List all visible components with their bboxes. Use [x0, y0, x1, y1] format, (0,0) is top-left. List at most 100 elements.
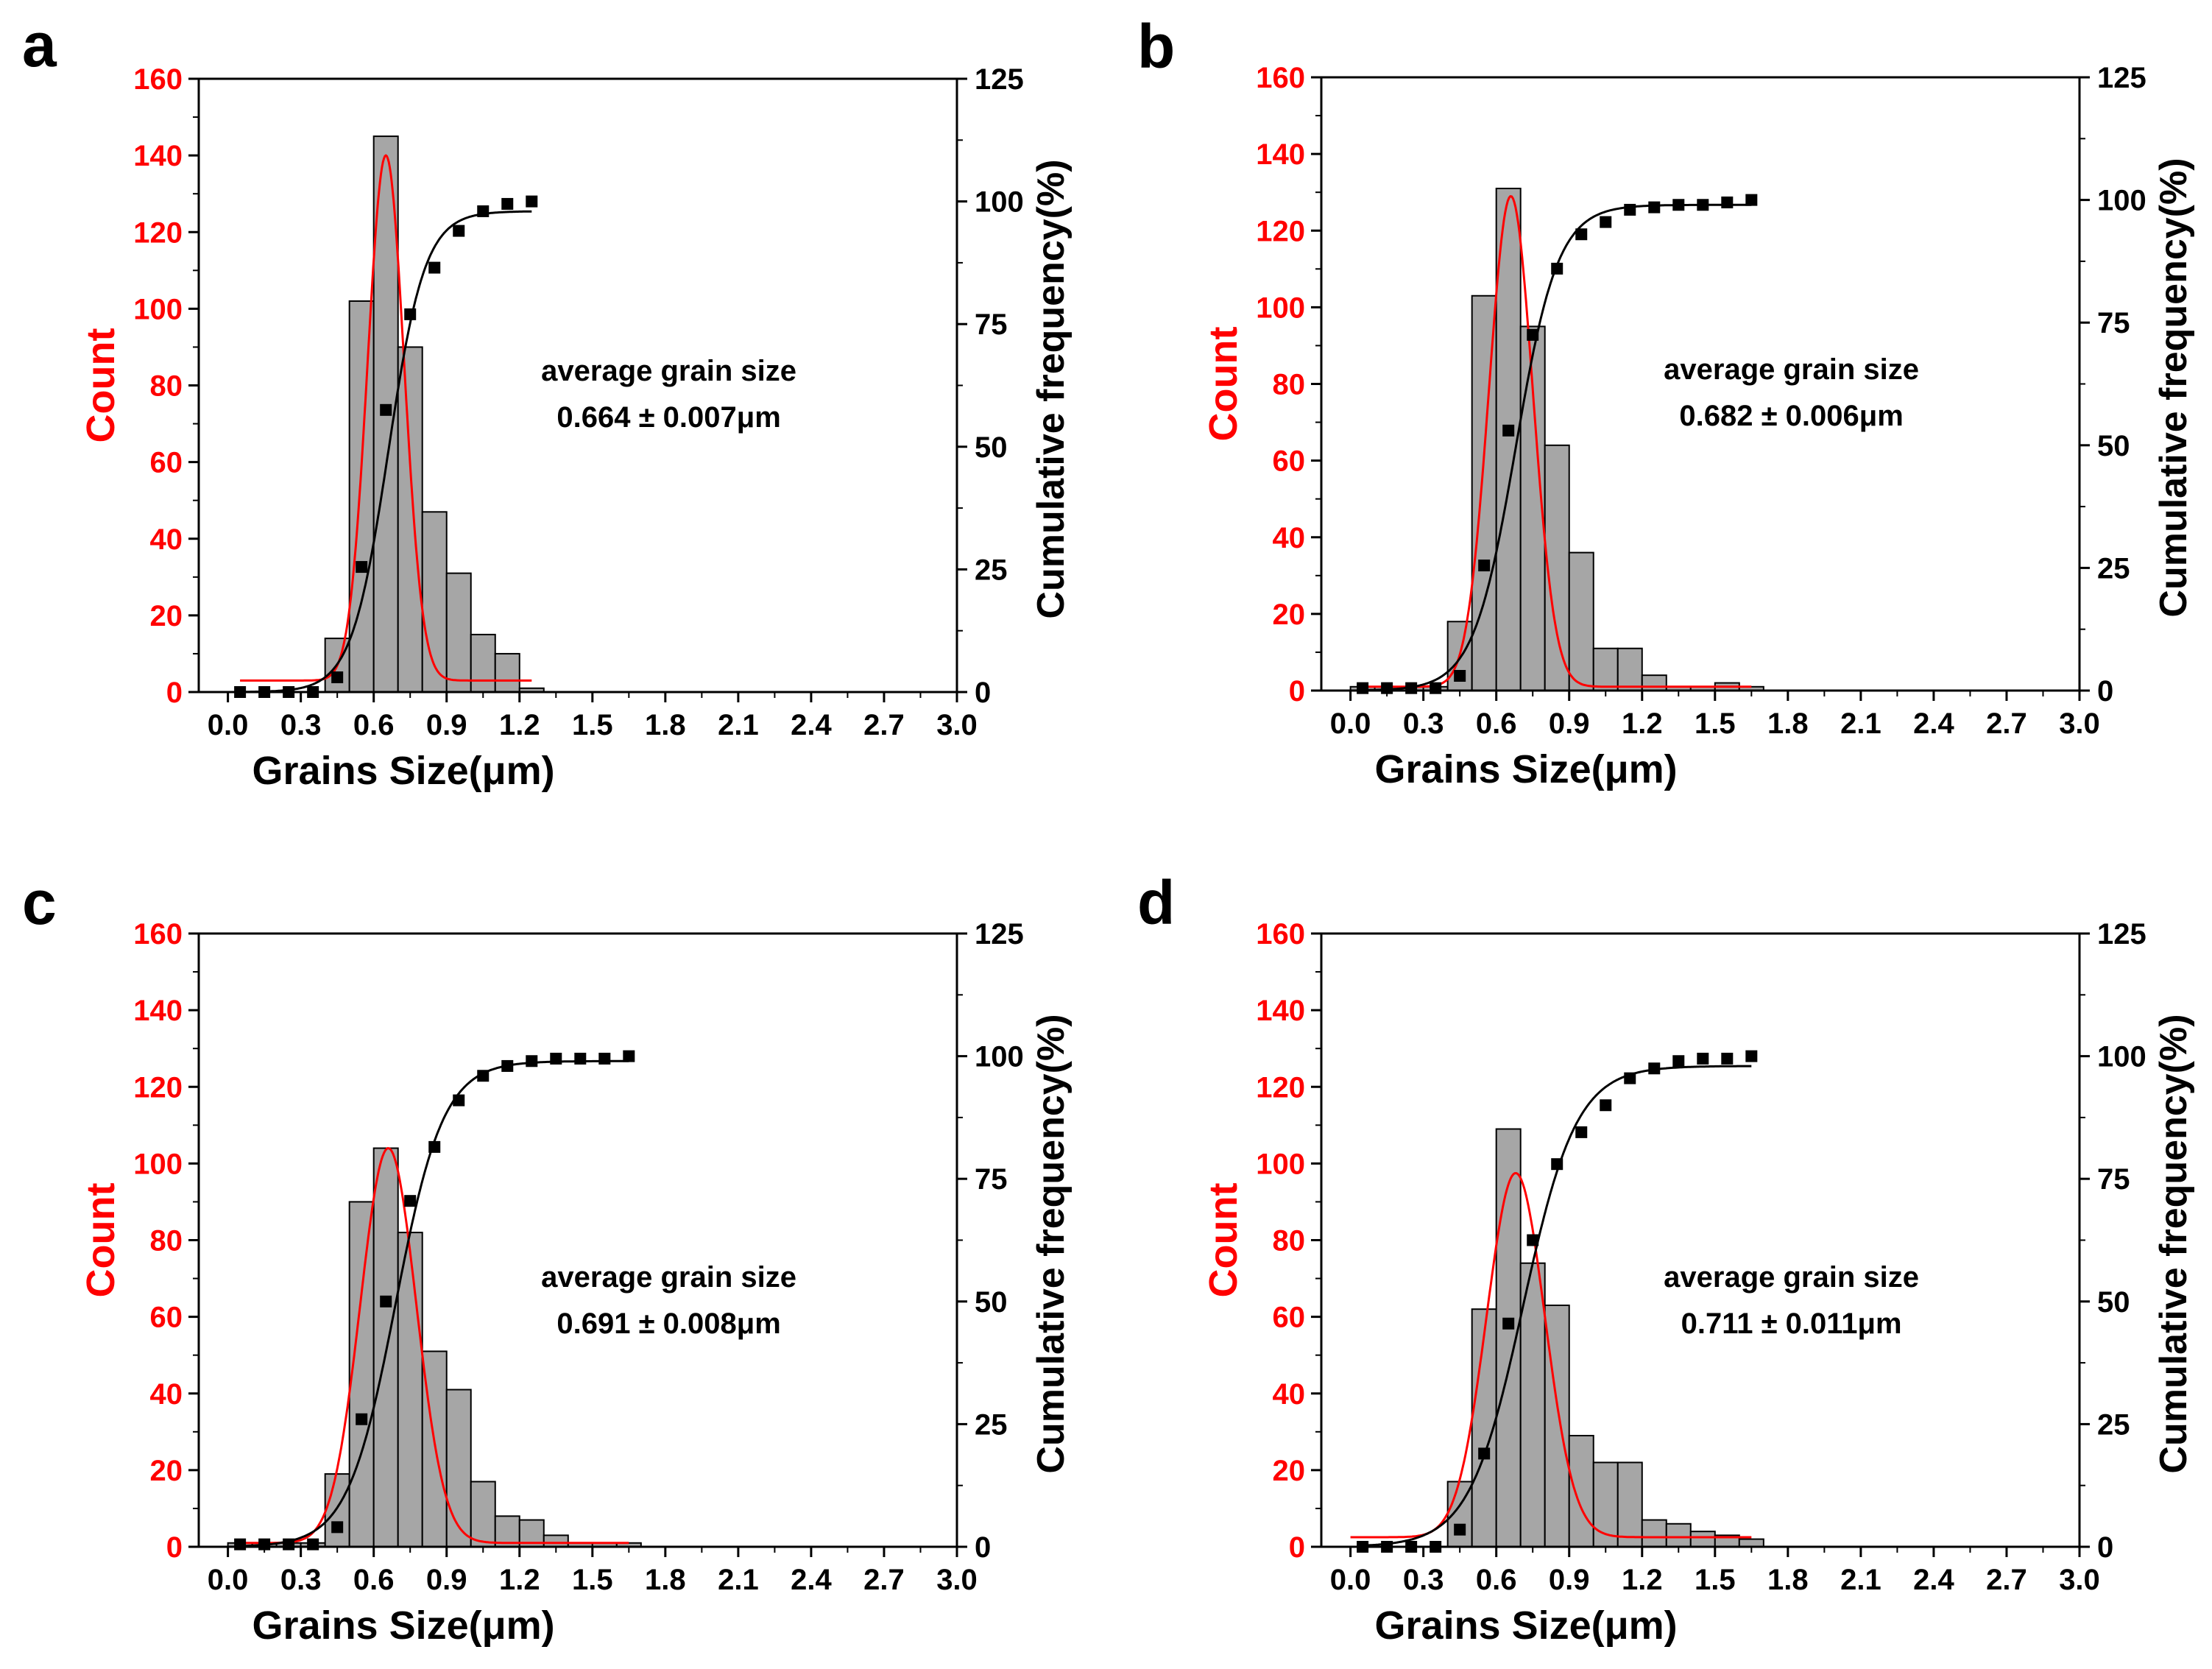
panel-c: c0.0 0.3 0.6 0.9 1.2 1.5 1.8 2.1 2.4 2.7 3.0020406…: [22, 868, 1073, 1648]
cumulative-point: [1454, 670, 1466, 682]
histogram-bar: [1592, 1461, 1619, 1548]
x-tick-label: 0.6: [1476, 1564, 1517, 1596]
y-right-tick-label: 50: [2097, 430, 2130, 462]
cumulative-point: [501, 1059, 514, 1072]
x-tick-label: 1.8: [1767, 708, 1809, 740]
cumulative-point: [1357, 682, 1369, 694]
histogram-bar: [1689, 1531, 1716, 1548]
panel-letter: a: [22, 10, 57, 80]
y-right-tick-label: 0: [2097, 675, 2113, 708]
cumulative-point: [1454, 1523, 1466, 1536]
x-tick-label: 3.0: [936, 709, 978, 741]
plot-frame: [1320, 932, 2081, 1548]
histogram-bar: [1568, 551, 1594, 692]
y-tick-label: 20: [1273, 599, 1306, 631]
cumulative-point: [356, 561, 368, 574]
y-right-axis-label: Cumulative frequency(%): [2152, 158, 2195, 617]
x-tick-label: 0.6: [1476, 708, 1517, 740]
x-tick-label: 2.7: [863, 1564, 905, 1596]
x-tick-label: 2.4: [791, 709, 832, 741]
x-tick-label: 1.8: [645, 1564, 686, 1596]
x-tick-label: 2.1: [1840, 1564, 1881, 1596]
cumulative-point: [1600, 216, 1612, 228]
y-tick-label: 120: [1256, 215, 1305, 247]
y-right-tick-label: 125: [2097, 62, 2146, 94]
y-right-tick-label: 100: [975, 1041, 1024, 1073]
y-tick-label: 60: [1273, 445, 1306, 478]
cumulative-point: [404, 308, 417, 320]
annotation-value: 0.682 ± 0.006μm: [1679, 400, 1903, 432]
cumulative-point: [1575, 1126, 1588, 1138]
panel-letter: c: [22, 868, 57, 937]
panel-a: a0.0 0.3 0.6 0.9 1.2 1.5 1.8 2.1 2.4 2.7 3.0020406…: [22, 10, 1073, 793]
cumulative-point: [283, 1538, 295, 1550]
cumulative-fit-line: [1363, 1065, 1752, 1547]
histogram-bar: [494, 1515, 520, 1548]
histogram-bar: [1471, 294, 1497, 692]
cumulative-point: [307, 1538, 319, 1550]
y-right-tick-label: 0: [975, 1531, 991, 1564]
y-tick-label: 0: [1289, 675, 1305, 708]
histogram-bar: [1641, 674, 1667, 691]
cumulative-point: [380, 1295, 392, 1308]
y-right-tick-label: 100: [2097, 1041, 2146, 1073]
panel-d: d0.0 0.3 0.6 0.9 1.2 1.5 1.8 2.1 2.4 2.7 3.0020406…: [1137, 868, 2195, 1648]
y-right-tick-label: 125: [975, 63, 1024, 96]
y-tick-label: 40: [1273, 1378, 1306, 1411]
y-tick-label: 0: [166, 1531, 183, 1564]
cumulative-point: [1600, 1099, 1612, 1112]
cumulative-point: [526, 195, 538, 208]
x-tick-label: 1.2: [499, 1564, 540, 1596]
y-right-tick-label: 75: [975, 308, 1008, 341]
x-tick-label: 0.3: [280, 1564, 322, 1596]
histogram-bar: [348, 1201, 375, 1548]
cumulative-point: [598, 1052, 611, 1065]
panel-b: b0.0 0.3 0.6 0.9 1.2 1.5 1.8 2.1 2.4 2.7 3.0020406…: [1137, 12, 2195, 791]
x-tick-label: 2.7: [1986, 708, 2027, 740]
histogram-bar: [445, 1389, 472, 1548]
y-right-tick-label: 50: [2097, 1286, 2130, 1319]
x-tick-label: 2.4: [1913, 708, 1954, 740]
annotation-title: average grain size: [541, 355, 796, 387]
cumulative-point: [404, 1195, 417, 1207]
y-right-axis-label: Cumulative frequency(%): [2152, 1014, 2195, 1473]
histogram-bar: [1738, 1538, 1764, 1548]
y-right-tick-label: 25: [2097, 1408, 2130, 1441]
y-tick-label: 20: [1273, 1455, 1306, 1487]
annotation-value: 0.691 ± 0.008μm: [556, 1308, 780, 1340]
y-axis-label: Count: [1201, 327, 1245, 442]
y-right-tick-label: 125: [2097, 918, 2146, 950]
y-tick-label: 160: [1256, 62, 1305, 94]
y-axis-label: Count: [1201, 1183, 1245, 1298]
y-right-tick-label: 25: [2097, 552, 2130, 585]
histogram-bar: [1616, 1461, 1643, 1548]
x-tick-label: 1.8: [1767, 1564, 1809, 1596]
y-tick-label: 160: [133, 63, 183, 96]
y-tick-label: 60: [1273, 1302, 1306, 1334]
panel-letter: d: [1137, 868, 1175, 937]
histogram-bar: [1665, 1522, 1692, 1548]
y-right-tick-label: 25: [975, 1408, 1008, 1441]
cumulative-point: [453, 1094, 465, 1107]
gaussian-fit-line: [1350, 1171, 1752, 1539]
x-tick-label: 0.6: [353, 709, 395, 741]
x-tick-label: 3.0: [2059, 708, 2100, 740]
cumulative-point: [1697, 1052, 1709, 1065]
y-right-tick-label: 75: [2097, 307, 2130, 339]
cumulative-point: [1502, 1317, 1515, 1330]
annotation-title: average grain size: [1664, 353, 1919, 386]
histogram-bar: [1568, 1435, 1594, 1548]
histogram-bar: [324, 1473, 350, 1548]
cumulative-point: [356, 1413, 368, 1425]
y-tick-label: 80: [1273, 369, 1306, 401]
y-tick-label: 140: [1256, 138, 1305, 171]
plot-frame: [197, 932, 958, 1548]
y-right-tick-label: 75: [975, 1163, 1008, 1196]
cumulative-point: [1527, 328, 1539, 341]
y-tick-label: 120: [133, 216, 183, 249]
y-tick-label: 20: [150, 1455, 183, 1487]
x-tick-label: 1.5: [1695, 708, 1736, 740]
x-tick-label: 2.1: [718, 1564, 759, 1596]
cumulative-point: [331, 1521, 344, 1534]
